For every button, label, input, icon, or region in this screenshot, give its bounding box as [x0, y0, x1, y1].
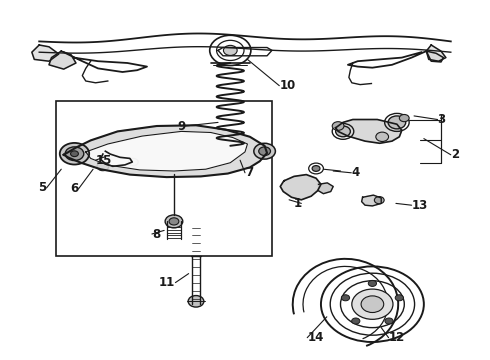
Text: 6: 6 — [70, 183, 78, 195]
Circle shape — [165, 215, 183, 228]
Polygon shape — [426, 51, 443, 62]
Circle shape — [368, 280, 376, 287]
Circle shape — [361, 296, 384, 312]
Text: 14: 14 — [307, 331, 323, 344]
Circle shape — [342, 295, 349, 301]
Circle shape — [352, 318, 360, 324]
Polygon shape — [336, 120, 402, 143]
Circle shape — [376, 132, 389, 141]
Text: 7: 7 — [245, 166, 253, 179]
Text: 3: 3 — [438, 113, 446, 126]
Text: 13: 13 — [412, 199, 428, 212]
Circle shape — [65, 147, 84, 161]
Circle shape — [71, 151, 78, 157]
Circle shape — [399, 114, 409, 122]
Polygon shape — [32, 45, 59, 61]
Polygon shape — [280, 175, 321, 200]
Text: 8: 8 — [152, 228, 160, 240]
Circle shape — [188, 296, 204, 307]
Text: 2: 2 — [451, 148, 459, 161]
Circle shape — [352, 289, 393, 319]
Circle shape — [395, 295, 403, 301]
Circle shape — [259, 147, 270, 156]
Text: 11: 11 — [159, 276, 175, 289]
Circle shape — [60, 143, 89, 165]
Text: 10: 10 — [279, 79, 295, 92]
Circle shape — [388, 116, 406, 129]
Circle shape — [336, 126, 350, 137]
Circle shape — [223, 45, 237, 55]
Circle shape — [97, 162, 109, 171]
Text: 4: 4 — [351, 166, 360, 179]
Polygon shape — [64, 125, 267, 177]
Polygon shape — [426, 45, 446, 61]
Text: 1: 1 — [293, 197, 301, 210]
Circle shape — [332, 122, 344, 130]
Text: 5: 5 — [38, 181, 47, 194]
Text: 15: 15 — [96, 154, 112, 167]
Circle shape — [254, 143, 275, 159]
Polygon shape — [86, 131, 247, 171]
Polygon shape — [362, 195, 381, 206]
Circle shape — [385, 318, 393, 324]
Text: 12: 12 — [389, 331, 405, 344]
Bar — [56, 101, 272, 256]
Circle shape — [312, 166, 320, 171]
Circle shape — [169, 218, 179, 225]
Polygon shape — [49, 51, 76, 69]
Polygon shape — [318, 183, 333, 194]
Text: 9: 9 — [177, 120, 185, 132]
Circle shape — [374, 197, 384, 204]
